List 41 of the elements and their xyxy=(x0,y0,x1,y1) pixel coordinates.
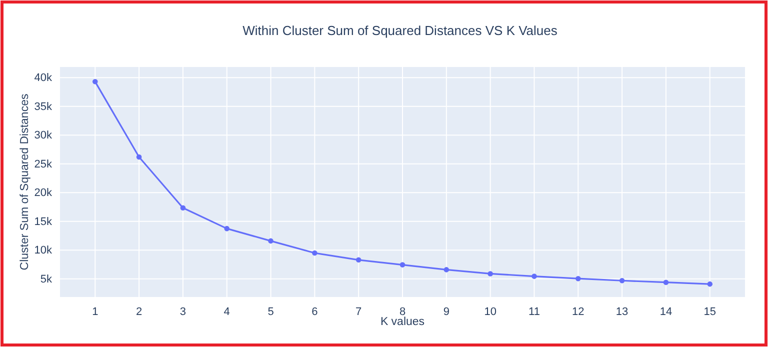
x-tick-label: 10 xyxy=(484,306,496,318)
x-tick-label: 11 xyxy=(528,306,540,318)
x-tick-label: 5 xyxy=(268,306,274,318)
point xyxy=(663,280,669,285)
y-tick-label: 15k xyxy=(34,216,52,228)
point xyxy=(268,238,274,244)
x-tick-label: 9 xyxy=(443,306,450,318)
x-tick-label: 2 xyxy=(136,306,142,318)
x-axis-title: K values xyxy=(380,316,425,328)
point xyxy=(136,154,142,160)
point xyxy=(488,271,493,276)
y-tick-label: 40k xyxy=(34,72,52,84)
x-tick-label: 12 xyxy=(572,306,584,318)
y-tick-label: 30k xyxy=(34,130,52,142)
y-tick-label: 35k xyxy=(34,100,52,113)
point xyxy=(312,250,318,256)
y-tick-label: 20k xyxy=(34,187,52,200)
x-tick-label: 14 xyxy=(660,306,672,318)
y-axis-title: Cluster Sum of Squared Distances xyxy=(19,94,31,270)
y-tick-label: 10k xyxy=(34,244,52,257)
y-tick-label: 5k xyxy=(40,273,52,286)
point xyxy=(224,226,230,232)
point xyxy=(92,79,98,84)
point xyxy=(707,281,713,287)
point xyxy=(356,257,362,263)
x-tick-label: 6 xyxy=(312,306,318,318)
point xyxy=(532,274,537,279)
point xyxy=(180,205,186,211)
point xyxy=(575,276,581,282)
x-tick-label: 15 xyxy=(704,306,716,318)
chart-title: Within Cluster Sum of Squared Distances VS K Values xyxy=(242,23,558,38)
x-tick-label: 8 xyxy=(399,306,406,318)
x-tick-label: 13 xyxy=(616,306,628,318)
x-tick-label: 1 xyxy=(92,306,98,318)
x-tick-label: 3 xyxy=(180,306,186,318)
x-tick-label: 4 xyxy=(224,306,230,318)
y-tick-label: 25k xyxy=(34,158,52,170)
x-tick-label: 7 xyxy=(356,306,362,318)
point xyxy=(619,278,625,284)
point xyxy=(444,267,450,272)
point xyxy=(400,262,406,268)
